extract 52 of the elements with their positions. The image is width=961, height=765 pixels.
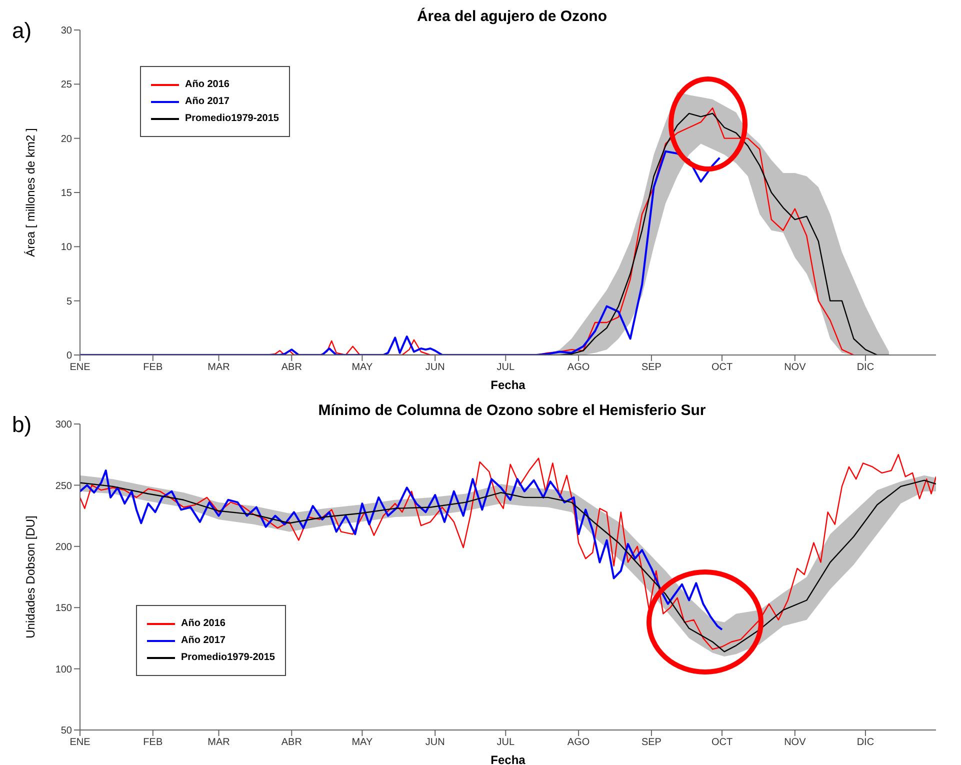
x-tick-label: ENE xyxy=(70,362,91,374)
chart-title: Área del agujero de Ozono xyxy=(416,8,608,25)
legend-label: Promedio1979-2015 xyxy=(185,113,279,124)
y-tick-label: 200 xyxy=(55,542,72,553)
legend-label: Año 2016 xyxy=(181,618,226,629)
x-tick-label: MAR xyxy=(208,362,230,374)
x-tick-label: JUL xyxy=(496,737,515,748)
x-tick-label: MAR xyxy=(208,737,230,748)
x-tick-label: OCT xyxy=(711,362,733,374)
chart-title: Mínimo de Columna de Ozono sobre el Hemisferio Sur xyxy=(317,402,707,419)
x-tick-label: JUL xyxy=(496,362,515,374)
x-tick-label: JUN xyxy=(425,737,445,748)
legend-label: Año 2016 xyxy=(185,79,230,90)
x-tick-label: SEP xyxy=(641,362,662,374)
y-tick-label: 5 xyxy=(66,296,72,308)
text: b) xyxy=(12,412,32,438)
y-axis-title: Área [ millones de km2 ] xyxy=(23,128,38,257)
y-tick-label: 250 xyxy=(55,480,72,492)
y-tick-label: 15 xyxy=(60,188,72,200)
y-tick-label: 150 xyxy=(55,603,72,614)
legend-label: Año 2017 xyxy=(185,96,230,107)
x-axis-title: Fecha xyxy=(490,378,526,392)
x-tick-label: OCT xyxy=(711,737,733,748)
y-tick-label: 0 xyxy=(66,350,72,362)
x-tick-label: ABR xyxy=(281,362,302,374)
text: a) xyxy=(12,18,32,44)
x-tick-label: MAY xyxy=(352,362,373,374)
x-tick-label: FEB xyxy=(143,737,163,748)
x-tick-label: MAY xyxy=(352,737,373,748)
y-tick-label: 50 xyxy=(60,726,72,737)
y-tick-label: 300 xyxy=(55,420,72,431)
line-series xyxy=(80,470,723,631)
x-tick-label: ABR xyxy=(281,737,302,748)
y-tick-label: 20 xyxy=(60,134,72,145)
legend-label: Promedio1979-2015 xyxy=(181,652,275,663)
y-tick-label: 30 xyxy=(60,26,72,37)
x-tick-label: DIC xyxy=(856,737,874,748)
y-axis-title: Unidades Dobson [DU] xyxy=(23,516,38,638)
x-tick-label: DIC xyxy=(856,362,874,374)
x-tick-label: ENE xyxy=(70,737,91,748)
y-tick-label: 10 xyxy=(60,242,72,254)
x-tick-label: NOV xyxy=(784,362,806,374)
x-tick-label: JUN xyxy=(425,362,445,374)
x-axis-title: Fecha xyxy=(490,753,526,765)
x-tick-label: SEP xyxy=(641,737,662,748)
x-tick-label: FEB xyxy=(143,362,163,374)
x-tick-label: NOV xyxy=(784,737,806,748)
y-tick-label: 25 xyxy=(60,80,72,91)
x-tick-label: AGO xyxy=(567,362,590,374)
x-tick-label: AGO xyxy=(567,737,590,748)
legend-label: Año 2017 xyxy=(181,635,226,646)
y-tick-label: 100 xyxy=(55,664,72,676)
